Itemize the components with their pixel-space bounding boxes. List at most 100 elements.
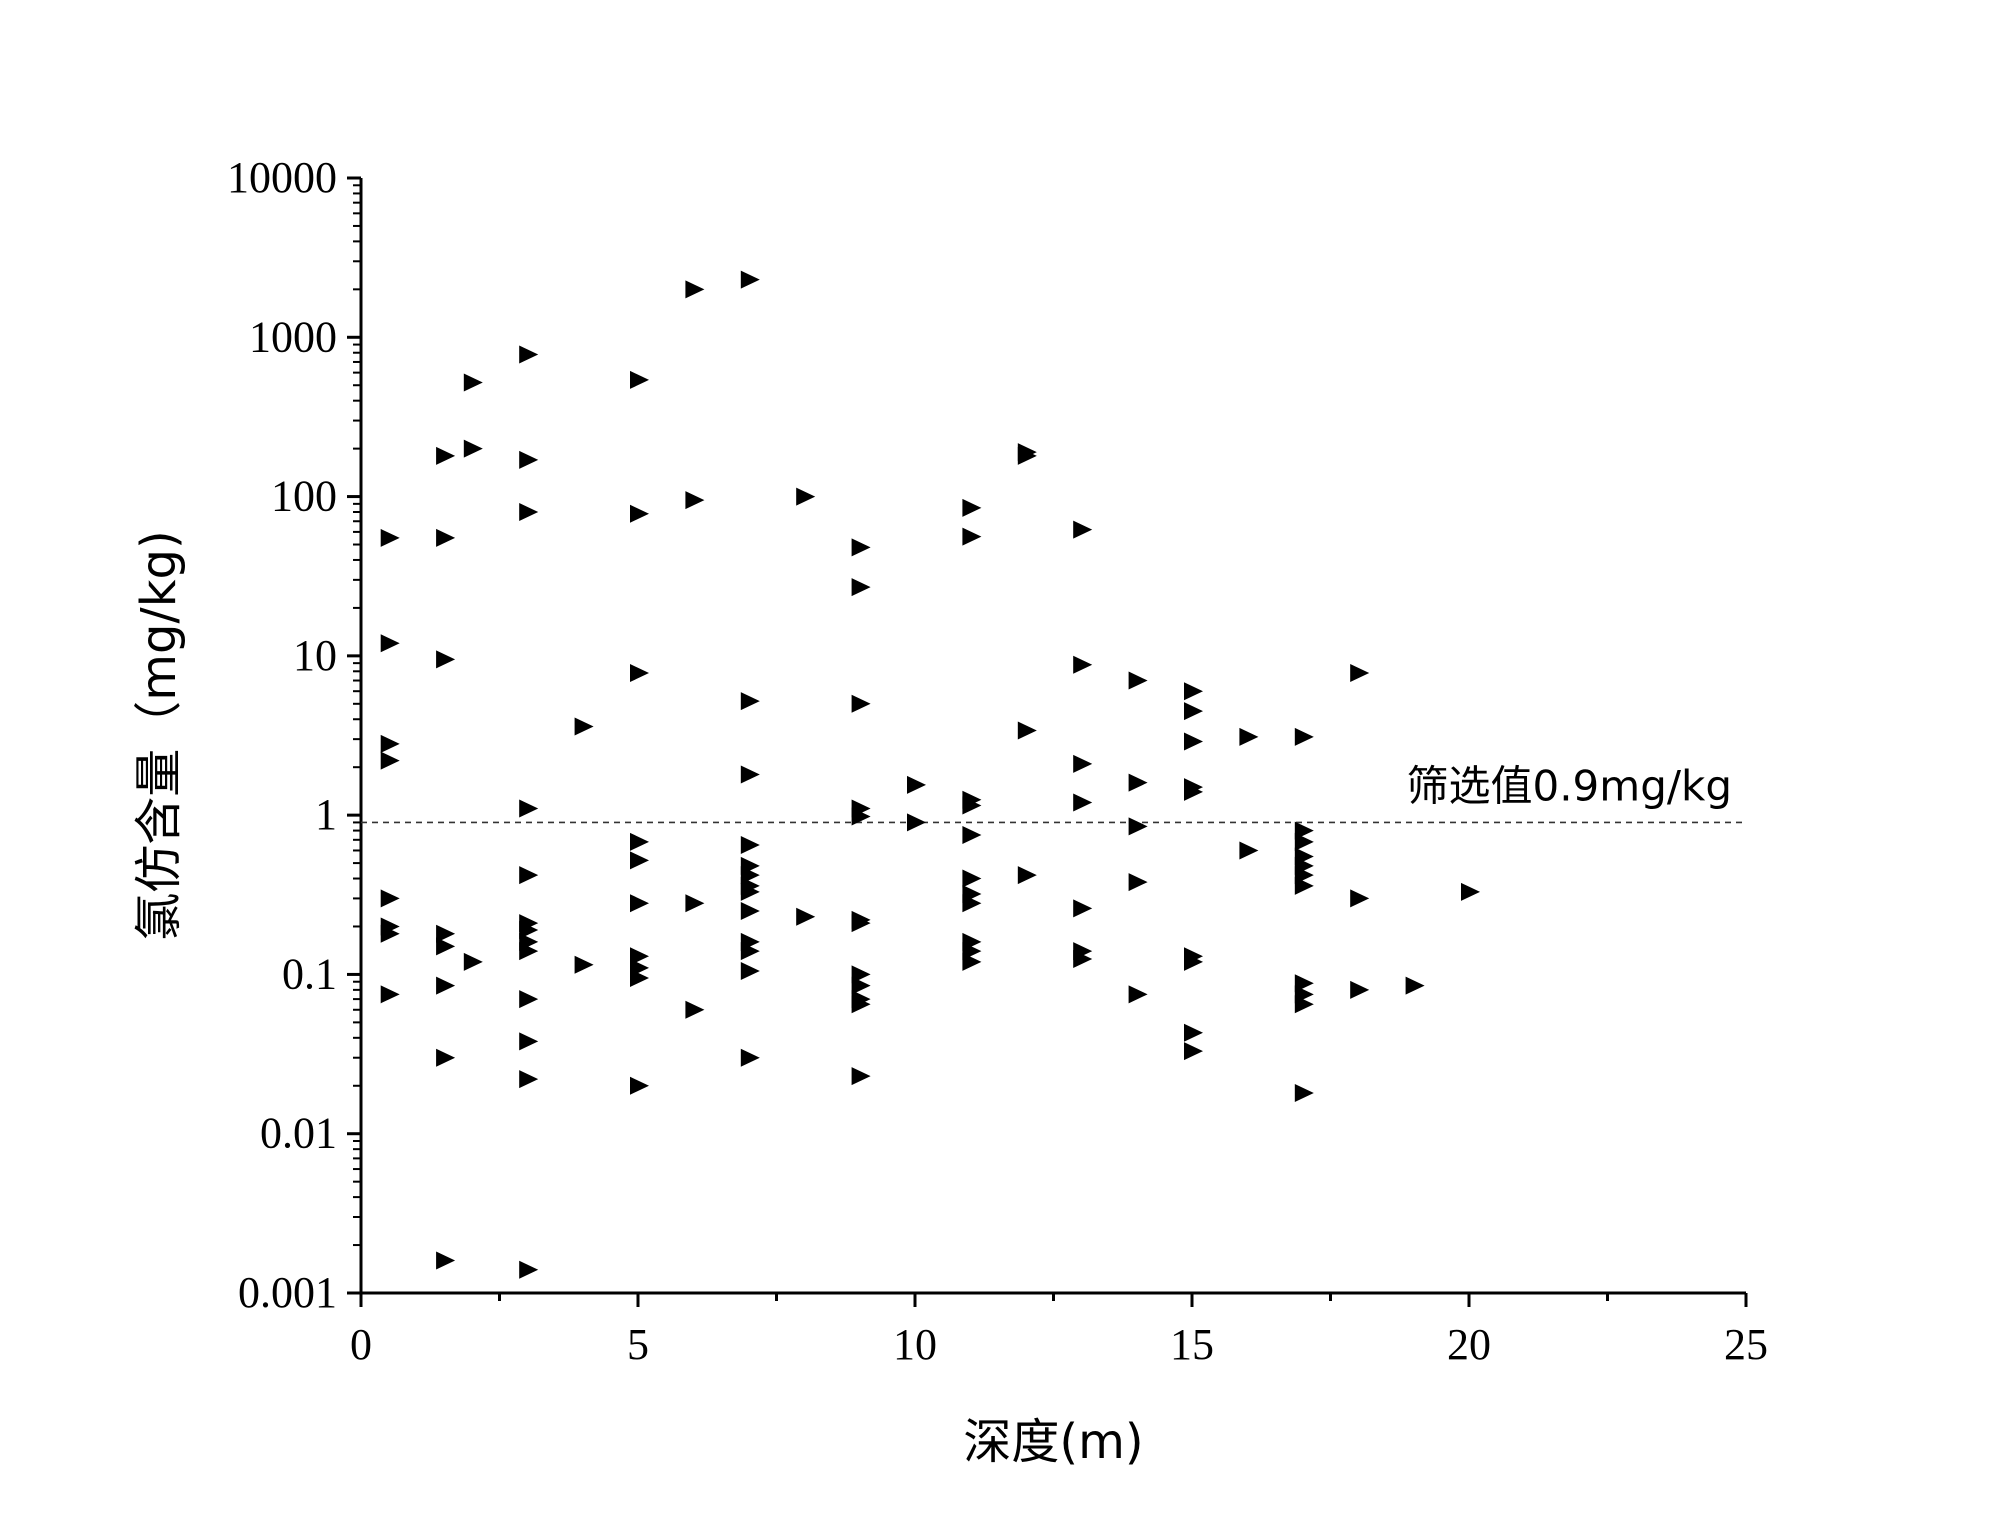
data-point: [740, 270, 760, 289]
data-point: [519, 450, 539, 469]
data-point: [1294, 876, 1314, 895]
data-point: [1294, 1084, 1314, 1103]
data-point: [519, 1070, 539, 1089]
data-point: [630, 947, 649, 966]
data-point: [630, 1076, 649, 1095]
data-point: [574, 955, 594, 974]
data-point: [436, 976, 456, 995]
data-point: [436, 924, 456, 943]
data-point: [380, 751, 400, 770]
data-point: [630, 968, 649, 987]
data-point: [1073, 655, 1093, 674]
data-point: [519, 942, 539, 961]
data-point: [1184, 1023, 1203, 1042]
data-point: [1184, 682, 1203, 701]
x-tick-label: 10: [893, 1320, 937, 1369]
data-point: [380, 985, 400, 1004]
x-tick-label: 0: [350, 1320, 372, 1369]
x-tick-label: 5: [627, 1320, 649, 1369]
data-point: [463, 952, 483, 971]
data-point: [436, 1251, 456, 1270]
data-point: [796, 907, 816, 926]
y-tick-label: 0.001: [238, 1268, 337, 1317]
data-point: [630, 664, 649, 683]
data-point: [630, 894, 649, 913]
data-point: [630, 851, 649, 870]
data-point: [740, 835, 760, 854]
data-points: [380, 270, 1480, 1279]
data-point: [1073, 899, 1093, 918]
data-point: [1017, 721, 1037, 740]
data-point: [1073, 793, 1093, 812]
data-point: [436, 528, 456, 547]
y-tick-label: 10: [293, 631, 337, 680]
data-point: [907, 775, 926, 794]
x-tick-label: 20: [1447, 1320, 1491, 1369]
data-point: [962, 952, 982, 971]
data-point: [1184, 782, 1203, 801]
data-point: [851, 578, 871, 597]
y-tick-label: 0.01: [260, 1109, 337, 1158]
data-point: [851, 995, 871, 1014]
y-tick-label: 0.1: [282, 949, 337, 998]
data-point: [630, 832, 649, 851]
data-point: [519, 990, 539, 1009]
data-point: [740, 902, 760, 921]
reference-line-label: 筛选值0.9mg/kg: [1406, 761, 1732, 810]
data-point: [519, 1032, 539, 1051]
data-point: [962, 869, 982, 888]
data-point: [436, 446, 456, 465]
data-point: [962, 527, 982, 546]
data-point: [1350, 664, 1370, 683]
y-tick-label: 1: [315, 790, 337, 839]
data-point: [1461, 882, 1480, 901]
data-point: [740, 882, 760, 901]
data-point: [740, 692, 760, 711]
data-point: [1184, 732, 1203, 751]
data-point: [1239, 727, 1259, 746]
data-point: [1128, 817, 1148, 836]
data-point: [851, 1067, 871, 1086]
x-axis-title: 深度(m): [963, 1414, 1143, 1470]
data-point: [380, 924, 400, 943]
data-point: [1128, 671, 1148, 690]
data-point: [685, 1000, 705, 1019]
data-point: [1350, 889, 1370, 908]
data-point: [519, 866, 539, 885]
data-point: [962, 894, 982, 913]
x-tick-label: 25: [1724, 1320, 1768, 1369]
data-point: [380, 734, 400, 753]
axes: 0 5 10 15 20 25 0.001 0.01 0.1 1 10 100 1000 10000: [227, 153, 1768, 1369]
data-point: [1017, 446, 1037, 465]
data-point: [1184, 952, 1203, 971]
data-point: [463, 439, 483, 458]
data-point: [1073, 520, 1093, 539]
data-point: [630, 504, 649, 523]
data-point: [851, 807, 871, 826]
data-point: [1073, 754, 1093, 773]
data-point: [1239, 841, 1259, 860]
data-point: [574, 717, 594, 736]
data-point: [1405, 976, 1425, 995]
data-point: [851, 976, 871, 995]
data-point: [436, 1048, 456, 1067]
data-point: [796, 487, 816, 506]
data-point: [1350, 980, 1370, 999]
y-tick-label: 1000: [249, 312, 337, 361]
data-point: [1128, 773, 1148, 792]
data-point: [851, 694, 871, 713]
data-point: [436, 650, 456, 669]
data-point: [685, 491, 705, 510]
data-point: [519, 1260, 539, 1279]
data-point: [740, 962, 760, 981]
data-point: [519, 503, 539, 522]
data-point: [519, 799, 539, 818]
data-point: [519, 345, 539, 364]
data-point: [519, 921, 539, 940]
data-point: [740, 942, 760, 961]
data-point: [740, 1048, 760, 1067]
data-point: [685, 894, 705, 913]
data-point: [685, 280, 705, 299]
data-point: [907, 813, 926, 832]
data-point: [962, 498, 982, 517]
